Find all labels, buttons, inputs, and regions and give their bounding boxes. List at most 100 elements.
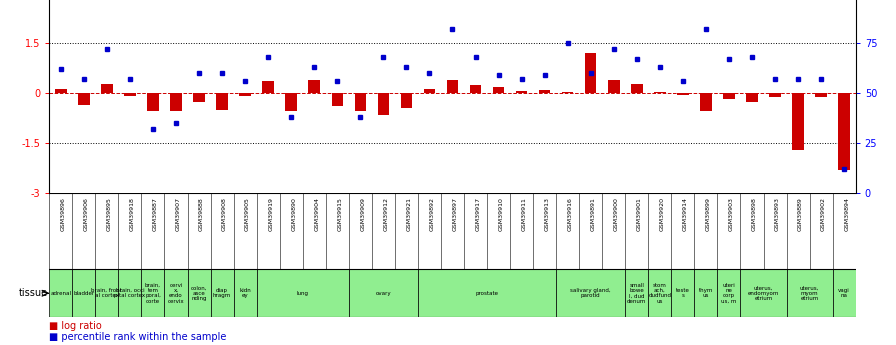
- Text: GSM39904: GSM39904: [314, 197, 319, 231]
- Bar: [694, 269, 718, 317]
- Bar: [470, 85, 481, 93]
- Text: adrenal: adrenal: [50, 291, 72, 296]
- Bar: [815, 93, 827, 97]
- Text: uteri
ne
corp
us, m: uteri ne corp us, m: [721, 283, 737, 304]
- Text: GSM39890: GSM39890: [291, 197, 297, 231]
- Bar: [73, 269, 95, 317]
- Text: brain, front
al cortex: brain, front al cortex: [91, 288, 123, 298]
- Bar: [55, 89, 66, 93]
- Text: tissue: tissue: [19, 288, 48, 298]
- Bar: [49, 269, 73, 317]
- Bar: [556, 269, 625, 317]
- Bar: [447, 80, 458, 93]
- Text: GSM39898: GSM39898: [752, 197, 757, 231]
- Text: ■ log ratio: ■ log ratio: [49, 321, 102, 331]
- Bar: [165, 269, 187, 317]
- Bar: [211, 269, 234, 317]
- Text: uterus,
myom
etrium: uterus, myom etrium: [800, 285, 819, 301]
- Bar: [740, 269, 787, 317]
- Text: GSM39919: GSM39919: [268, 197, 273, 231]
- Bar: [234, 269, 256, 317]
- Bar: [723, 93, 735, 99]
- Text: ovary: ovary: [375, 291, 392, 296]
- Text: GSM39915: GSM39915: [337, 197, 342, 231]
- Bar: [418, 269, 556, 317]
- Bar: [377, 93, 389, 115]
- Bar: [746, 93, 758, 102]
- Text: ■ percentile rank within the sample: ■ percentile rank within the sample: [49, 332, 227, 342]
- Text: GSM39921: GSM39921: [407, 197, 411, 231]
- Text: GSM39914: GSM39914: [683, 197, 688, 231]
- Text: stom
ach,
dudfund
us: stom ach, dudfund us: [649, 283, 671, 304]
- Bar: [401, 93, 412, 108]
- Text: GSM39907: GSM39907: [176, 197, 181, 231]
- Bar: [142, 269, 165, 317]
- Text: brain,
tem
poral,
corte: brain, tem poral, corte: [145, 283, 161, 304]
- Text: GSM39917: GSM39917: [476, 197, 480, 231]
- Text: GSM39897: GSM39897: [452, 197, 458, 231]
- Text: small
bowe
l, dud
denum: small bowe l, dud denum: [627, 283, 647, 304]
- Text: GSM39902: GSM39902: [821, 197, 826, 231]
- Bar: [625, 269, 649, 317]
- Text: GSM39912: GSM39912: [383, 197, 388, 231]
- Bar: [424, 89, 435, 93]
- Text: lung: lung: [297, 291, 309, 296]
- Bar: [649, 269, 671, 317]
- Text: diap
hragm: diap hragm: [213, 288, 231, 298]
- Bar: [787, 269, 832, 317]
- Bar: [608, 80, 619, 93]
- Bar: [562, 92, 573, 93]
- Text: GSM39909: GSM39909: [360, 197, 366, 231]
- Bar: [147, 93, 159, 111]
- Bar: [516, 91, 528, 93]
- Bar: [585, 53, 597, 93]
- Text: GSM39908: GSM39908: [222, 197, 227, 231]
- Text: GSM39893: GSM39893: [775, 197, 780, 231]
- Text: uterus,
endomyom
etrium: uterus, endomyom etrium: [748, 285, 780, 301]
- Text: GSM39901: GSM39901: [637, 197, 642, 231]
- Bar: [194, 93, 205, 102]
- Bar: [78, 93, 90, 105]
- Text: brain, occi
pital cortex: brain, occi pital cortex: [115, 288, 145, 298]
- Text: GSM39905: GSM39905: [246, 197, 250, 231]
- Text: colon,
asce
nding: colon, asce nding: [191, 285, 207, 301]
- Bar: [493, 87, 504, 93]
- Text: GSM39906: GSM39906: [84, 197, 89, 231]
- Bar: [538, 90, 550, 93]
- Bar: [187, 269, 211, 317]
- Bar: [355, 93, 366, 111]
- Bar: [700, 93, 711, 111]
- Text: GSM39916: GSM39916: [568, 197, 573, 231]
- Bar: [256, 269, 349, 317]
- Text: GSM39887: GSM39887: [153, 197, 158, 231]
- Bar: [118, 269, 142, 317]
- Text: GSM39920: GSM39920: [659, 197, 665, 231]
- Bar: [792, 93, 804, 150]
- Bar: [654, 92, 666, 93]
- Bar: [308, 80, 320, 93]
- Bar: [677, 93, 689, 95]
- Bar: [631, 84, 642, 93]
- Text: GSM39899: GSM39899: [706, 197, 711, 231]
- Bar: [832, 269, 856, 317]
- Bar: [671, 269, 694, 317]
- Text: GSM39891: GSM39891: [590, 197, 596, 231]
- Bar: [839, 93, 850, 170]
- Bar: [770, 93, 780, 97]
- Text: GSM39889: GSM39889: [798, 197, 803, 231]
- Bar: [170, 93, 182, 111]
- Bar: [718, 269, 740, 317]
- Text: bladder: bladder: [73, 291, 94, 296]
- Text: salivary gland,
parotid: salivary gland, parotid: [571, 288, 611, 298]
- Text: GSM39888: GSM39888: [199, 197, 204, 231]
- Bar: [125, 93, 135, 96]
- Bar: [101, 84, 113, 93]
- Text: GSM39900: GSM39900: [614, 197, 619, 231]
- Text: GSM39892: GSM39892: [429, 197, 435, 231]
- Text: GSM39894: GSM39894: [844, 197, 849, 231]
- Text: GSM39910: GSM39910: [498, 197, 504, 231]
- Text: kidn
ey: kidn ey: [239, 288, 251, 298]
- Bar: [239, 93, 251, 96]
- Text: teste
s: teste s: [676, 288, 690, 298]
- Text: cervi
x,
endo
cervix: cervi x, endo cervix: [168, 283, 185, 304]
